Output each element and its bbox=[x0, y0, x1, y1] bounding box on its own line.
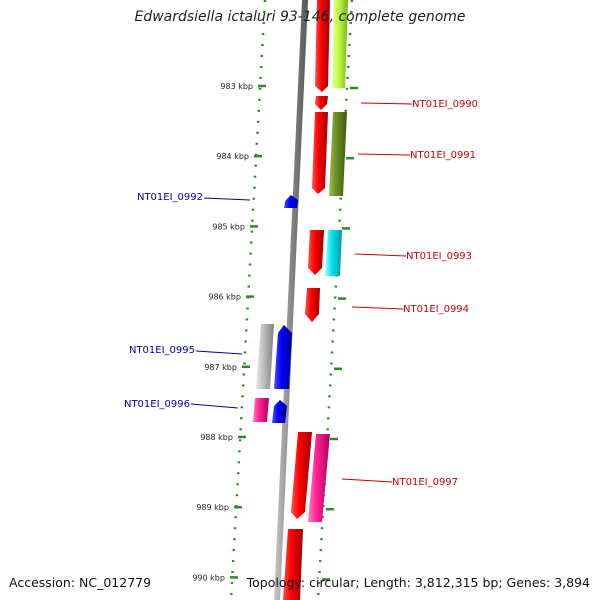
gene-label[interactable]: NT01EI_0997 bbox=[392, 477, 458, 488]
gene-arrow bbox=[308, 230, 324, 275]
gene-arrow bbox=[315, 96, 328, 110]
gene-label[interactable]: NT01EI_0993 bbox=[406, 251, 472, 262]
gene-block bbox=[253, 398, 269, 422]
ruler-ticks: 983 kbp 984 kbp 985 kbp 986 kbp 987 kbp 988 k… bbox=[192, 82, 358, 582]
gene-arrow bbox=[305, 288, 320, 322]
gene-label[interactable]: NT01EI_0990 bbox=[412, 99, 478, 110]
map-title: Edwardsiella ictaluri 93-146, complete g… bbox=[134, 9, 466, 25]
ruler-tick-label: 988 kbp bbox=[200, 433, 233, 442]
gene-label[interactable]: NT01EI_0996 bbox=[124, 399, 190, 410]
gene-block bbox=[325, 230, 342, 276]
gene-arrow bbox=[272, 400, 287, 423]
gene-block bbox=[332, 0, 348, 88]
ruler-tick-label: 990 kbp bbox=[192, 573, 225, 582]
gene-arrow bbox=[274, 325, 292, 389]
ruler-tick-label: 987 kbp bbox=[204, 363, 237, 372]
left-guide-line bbox=[229, 0, 267, 600]
reverse-genes bbox=[253, 195, 298, 423]
ruler-tick-label: 989 kbp bbox=[196, 503, 229, 512]
ruler-tick-label: 985 kbp bbox=[212, 222, 245, 231]
ruler-tick-label: 983 kbp bbox=[220, 82, 253, 91]
gene-arrow bbox=[291, 432, 312, 519]
accession-label: Accession: NC_012779 bbox=[9, 575, 152, 590]
gene-arrow bbox=[312, 112, 328, 194]
right-genes bbox=[308, 0, 348, 522]
forward-genes bbox=[283, 0, 330, 600]
leader-lines bbox=[190, 102, 413, 483]
gene-labels: NT01EI_0990 NT01EI_0991 NT01EI_0992 NT01… bbox=[124, 99, 478, 488]
genome-backbone bbox=[274, 0, 308, 600]
right-guide-line bbox=[316, 0, 354, 600]
ruler-tick-label: 986 kbp bbox=[208, 293, 241, 302]
ruler-tick-label: 984 kbp bbox=[216, 152, 249, 161]
gene-label[interactable]: NT01EI_0994 bbox=[403, 304, 469, 315]
gene-block bbox=[256, 324, 274, 389]
gene-block bbox=[308, 434, 330, 522]
gene-label[interactable]: NT01EI_0995 bbox=[129, 345, 195, 356]
gene-label[interactable]: NT01EI_0991 bbox=[410, 150, 476, 161]
genome-summary: Topology: circular; Length: 3,812,315 bp… bbox=[246, 575, 590, 590]
gene-arrow bbox=[315, 0, 330, 92]
gene-block bbox=[329, 112, 347, 196]
gene-arrow bbox=[284, 195, 298, 208]
gene-arrow bbox=[283, 529, 303, 600]
gene-label[interactable]: NT01EI_0992 bbox=[137, 192, 203, 203]
